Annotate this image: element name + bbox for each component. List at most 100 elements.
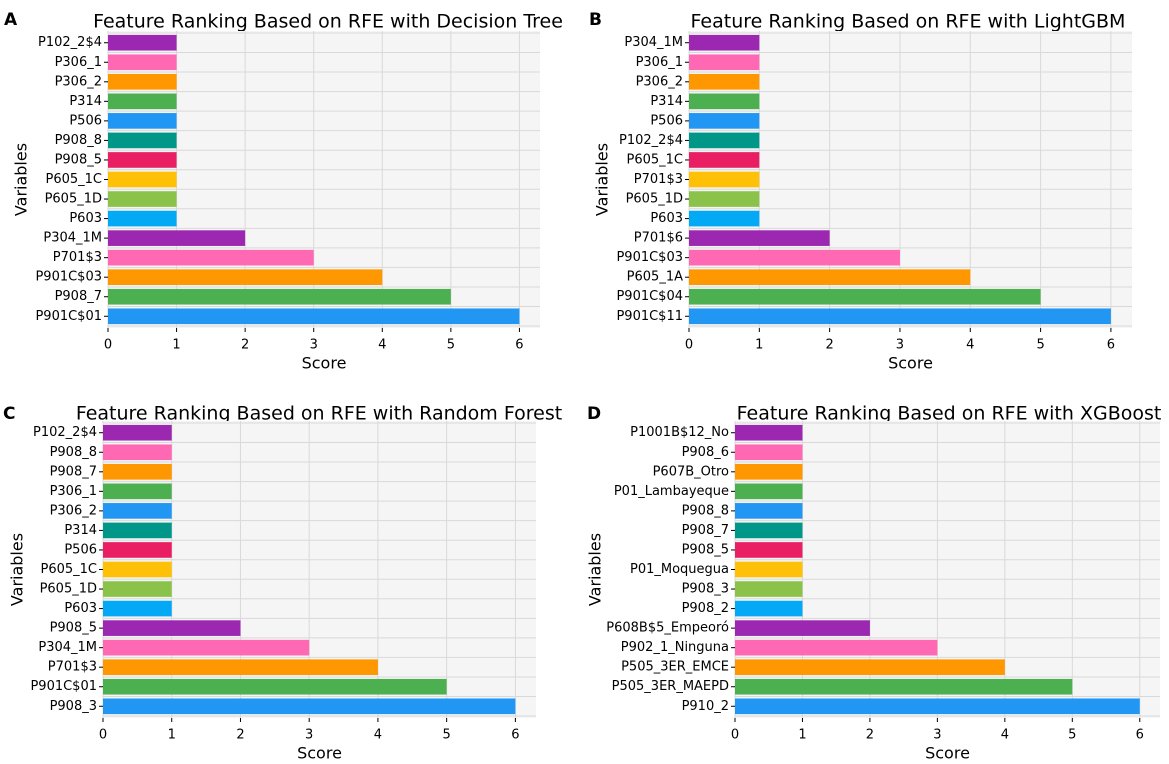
bar bbox=[689, 54, 760, 71]
x-tick-label: 1 bbox=[168, 728, 176, 743]
bar bbox=[103, 698, 516, 715]
x-tick-label: 6 bbox=[511, 728, 519, 743]
bar bbox=[689, 288, 1041, 305]
x-tick-label: 4 bbox=[378, 338, 386, 353]
y-tick-label: P603 bbox=[64, 601, 97, 616]
bar bbox=[689, 230, 830, 246]
bar bbox=[108, 210, 177, 227]
y-tick-label: P908_5 bbox=[682, 542, 729, 557]
x-tick-label: 6 bbox=[515, 338, 523, 353]
bar bbox=[108, 54, 177, 71]
bar bbox=[103, 503, 172, 519]
panel-b: B Feature Ranking Based on RFE with Light… bbox=[589, 10, 1132, 373]
y-tick-label: P306_1 bbox=[636, 55, 683, 70]
bar bbox=[735, 503, 803, 519]
bar bbox=[108, 34, 177, 51]
x-tick-label: 1 bbox=[755, 338, 763, 353]
x-axis-title: Score bbox=[302, 354, 347, 373]
y-tick-label: P902_1_Ninguna bbox=[621, 640, 729, 655]
y-tick-label: P605_1C bbox=[40, 562, 97, 577]
bar bbox=[103, 639, 310, 656]
y-tick-label: P603 bbox=[69, 211, 102, 226]
y-tick-label: P701$3 bbox=[48, 660, 97, 675]
bar bbox=[103, 561, 172, 578]
x-tick-label: 5 bbox=[1068, 728, 1076, 743]
x-tick-label: 5 bbox=[1036, 338, 1044, 353]
x-tick-label: 2 bbox=[825, 338, 833, 353]
y-tick-label: P910_2 bbox=[682, 699, 729, 714]
bar bbox=[689, 152, 760, 168]
y-tick-label: P908_5 bbox=[50, 621, 97, 636]
bar bbox=[108, 249, 314, 266]
y-tick-label: P304_1M bbox=[43, 231, 102, 246]
bar bbox=[108, 230, 246, 246]
bar bbox=[108, 269, 383, 286]
y-tick-label: P908_8 bbox=[50, 445, 97, 460]
y-tick-label: P505_3ER_EMCE bbox=[621, 660, 729, 675]
y-tick-label: P1001B$12_No bbox=[630, 425, 729, 440]
bar bbox=[689, 132, 760, 149]
y-tick-label: P506 bbox=[69, 113, 102, 128]
bar bbox=[735, 522, 803, 539]
y-tick-label: P908_7 bbox=[50, 464, 97, 479]
y-tick-label: P102_2$4 bbox=[619, 133, 683, 148]
bar bbox=[735, 561, 803, 578]
y-tick-label: P306_1 bbox=[50, 484, 97, 499]
x-tick-label: 5 bbox=[447, 338, 455, 353]
panel-letter: D bbox=[587, 404, 601, 424]
y-tick-label: P908_8 bbox=[682, 503, 729, 518]
y-tick-label: P908_7 bbox=[55, 289, 102, 304]
x-tick-label: 3 bbox=[896, 338, 904, 353]
y-tick-label: P908_8 bbox=[55, 133, 102, 148]
y-axis-title: Variables bbox=[593, 143, 612, 216]
chart-title: Feature Ranking Based on RFE with LightG… bbox=[691, 11, 1126, 33]
y-tick-label: P901C$03 bbox=[616, 250, 683, 265]
y-axis-title: Variables bbox=[12, 143, 31, 216]
bar bbox=[108, 191, 177, 207]
bar bbox=[103, 463, 172, 480]
y-tick-label: P908_5 bbox=[55, 152, 102, 167]
y-tick-label: P01_Moquegua bbox=[630, 562, 729, 577]
x-tick-label: 2 bbox=[241, 338, 249, 353]
y-tick-label: P306_2 bbox=[50, 503, 97, 518]
y-tick-label: P701$6 bbox=[634, 231, 683, 246]
x-axis-title: Score bbox=[925, 744, 970, 763]
bar bbox=[103, 659, 378, 676]
bar bbox=[103, 600, 172, 617]
y-tick-label: P304_1M bbox=[38, 640, 97, 655]
x-tick-label: 3 bbox=[310, 338, 318, 353]
bar bbox=[689, 93, 760, 110]
y-tick-label: P908_2 bbox=[682, 601, 729, 616]
y-tick-label: P901C$11 bbox=[616, 309, 683, 324]
panel-d: D Feature Ranking Based on RFE with XGBoo… bbox=[586, 403, 1162, 763]
bar bbox=[735, 600, 803, 617]
y-tick-label: P605_1D bbox=[45, 192, 102, 207]
x-tick-label: 3 bbox=[305, 728, 313, 743]
y-tick-label: P306_2 bbox=[55, 74, 102, 89]
y-tick-label: P908_3 bbox=[50, 699, 97, 714]
y-tick-label: P901C$01 bbox=[35, 309, 102, 324]
bar bbox=[689, 113, 760, 129]
bar bbox=[689, 191, 760, 207]
y-axis-title: Variables bbox=[586, 533, 605, 606]
x-tick-label: 0 bbox=[685, 338, 693, 353]
y-tick-label: P304_1M bbox=[624, 35, 683, 50]
y-tick-label: P605_1D bbox=[40, 582, 97, 597]
y-tick-label: P314 bbox=[64, 523, 97, 538]
chart-title: Feature Ranking Based on RFE with Decisi… bbox=[93, 11, 563, 33]
panel-c: C Feature Ranking Based on RFE with Rando… bbox=[3, 403, 562, 763]
x-tick-label: 1 bbox=[798, 728, 806, 743]
y-tick-label: P908_6 bbox=[682, 445, 729, 460]
bar bbox=[108, 308, 520, 325]
bar bbox=[735, 659, 1005, 676]
y-tick-label: P901C$01 bbox=[30, 679, 97, 694]
bar bbox=[108, 132, 177, 149]
y-tick-label: P102_2$4 bbox=[33, 425, 97, 440]
x-axis-title: Score bbox=[297, 744, 342, 763]
x-tick-label: 4 bbox=[966, 338, 974, 353]
x-tick-label: 6 bbox=[1107, 338, 1115, 353]
y-tick-label: P605_1C bbox=[626, 152, 683, 167]
x-tick-label: 0 bbox=[99, 728, 107, 743]
bar bbox=[735, 620, 870, 636]
x-tick-label: 1 bbox=[172, 338, 180, 353]
